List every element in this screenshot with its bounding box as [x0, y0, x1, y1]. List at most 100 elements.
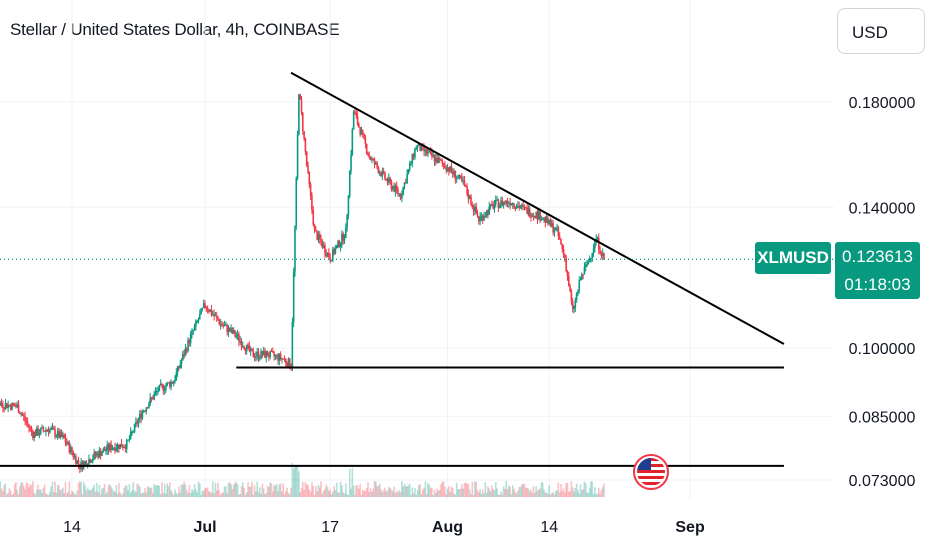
- volume-bar: [303, 489, 305, 497]
- volume-bar: [69, 494, 72, 497]
- volume-bar: [258, 487, 261, 497]
- volume-bar: [103, 483, 106, 497]
- volume-bar: [582, 488, 584, 497]
- volume-bar: [449, 492, 451, 497]
- volume-bar: [318, 487, 321, 497]
- volume-bar: [39, 489, 42, 497]
- volume-bar: [148, 486, 150, 497]
- candle-body: [481, 215, 484, 221]
- volume-bar: [125, 485, 128, 497]
- volume-bar: [487, 486, 489, 497]
- volume-bar: [277, 491, 279, 497]
- volume-bar: [405, 486, 407, 497]
- volume-bar: [436, 488, 438, 497]
- volume-bar: [106, 491, 109, 497]
- candle-body: [179, 364, 182, 368]
- candle-body: [60, 432, 63, 437]
- candle-body: [311, 195, 313, 210]
- candle-body: [85, 461, 88, 466]
- volume-bar: [590, 481, 592, 497]
- volume-bar: [509, 486, 511, 497]
- volume-bar: [234, 482, 236, 497]
- volume-bar: [228, 482, 231, 497]
- candle-body: [470, 196, 472, 205]
- candle-body: [461, 177, 463, 181]
- candle-body: [166, 382, 168, 386]
- volume-bar: [501, 494, 504, 497]
- candle-body: [561, 244, 564, 249]
- candle-body: [570, 291, 573, 302]
- candle-body: [361, 130, 364, 134]
- candle-body: [226, 324, 228, 333]
- volume-bar: [240, 486, 243, 497]
- candle-body: [144, 410, 146, 412]
- volume-bar: [102, 488, 105, 497]
- volume-bar: [312, 486, 315, 497]
- candle-body: [122, 447, 124, 449]
- candle-body: [218, 320, 221, 325]
- candle-body: [415, 147, 418, 149]
- x-tick-label: 14: [540, 519, 558, 536]
- currency-button[interactable]: USD: [837, 8, 925, 54]
- candle-body: [77, 460, 80, 465]
- candle-body: [331, 249, 334, 261]
- volume-bar: [322, 490, 325, 497]
- candle-body: [184, 348, 187, 356]
- candle-body: [355, 113, 358, 116]
- candle-body: [330, 260, 333, 262]
- volume-bar: [7, 492, 9, 497]
- candle-body: [346, 214, 348, 228]
- candle-body: [548, 219, 551, 224]
- volume-bar: [301, 481, 304, 497]
- candle-body: [278, 353, 281, 361]
- volume-bar: [401, 481, 403, 497]
- volume-bar: [193, 484, 196, 497]
- volume-bar: [292, 469, 295, 497]
- volume-bar: [518, 487, 521, 497]
- volume-bar: [122, 493, 124, 497]
- candle-body: [283, 358, 286, 360]
- volume-bar: [294, 466, 296, 497]
- candle-body: [17, 404, 20, 413]
- volume-bar: [538, 489, 540, 497]
- volume-bar: [494, 482, 497, 497]
- volume-bar: [50, 486, 52, 497]
- y-tick-label: 0.085000: [849, 409, 916, 426]
- volume-bar: [579, 484, 582, 497]
- volume-bar: [425, 494, 428, 497]
- volume-bar: [153, 483, 155, 497]
- candle-body: [479, 216, 481, 222]
- us-flag-icon[interactable]: [633, 454, 669, 490]
- volume-bar: [365, 487, 368, 497]
- candle-body: [412, 153, 415, 158]
- volume-bar: [331, 492, 334, 497]
- candle-body: [573, 308, 575, 310]
- volume-bar: [361, 489, 364, 497]
- volume-bar: [118, 482, 120, 497]
- candle-body: [119, 443, 122, 449]
- volume-bar: [77, 482, 80, 497]
- candle-body: [182, 354, 184, 361]
- candle-body: [75, 456, 77, 464]
- volume-bar: [441, 481, 444, 497]
- volume-bar: [505, 481, 508, 497]
- volume-bar: [11, 494, 13, 497]
- volume-bar: [407, 485, 410, 497]
- candle-body: [321, 242, 324, 248]
- volume-bar: [367, 482, 369, 497]
- candle-body: [567, 275, 570, 287]
- candle-body: [73, 456, 76, 458]
- candle-body: [180, 360, 183, 365]
- volume-bar: [0, 488, 3, 497]
- candle-body: [106, 444, 109, 451]
- candle-body: [19, 412, 21, 414]
- candle-body: [69, 447, 72, 453]
- candle-body: [90, 461, 93, 463]
- volume-bar: [326, 486, 329, 497]
- candle-body: [32, 431, 34, 439]
- volume-bar: [162, 493, 165, 497]
- candle-body: [375, 162, 377, 165]
- candle-body: [26, 422, 29, 425]
- volume-bar: [498, 494, 501, 497]
- candle-body: [35, 428, 38, 436]
